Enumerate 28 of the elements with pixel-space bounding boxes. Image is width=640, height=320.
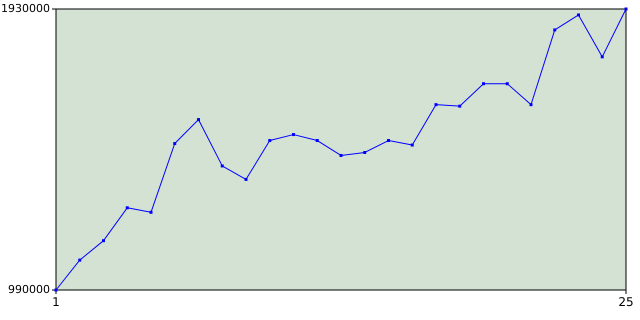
x-tick-label: 1 <box>52 295 60 309</box>
point <box>173 142 176 146</box>
x-tick-label: 25 <box>618 295 634 309</box>
point <box>244 178 248 181</box>
point <box>150 210 152 214</box>
point <box>292 133 295 136</box>
point <box>530 103 532 106</box>
point <box>506 82 509 86</box>
point <box>387 139 390 142</box>
point <box>434 103 438 106</box>
point <box>577 13 580 16</box>
point <box>482 82 485 86</box>
point <box>458 104 462 108</box>
point <box>126 206 129 210</box>
point <box>600 55 604 58</box>
point <box>268 139 272 142</box>
point <box>102 239 105 242</box>
point <box>410 144 414 147</box>
point <box>316 139 319 142</box>
point <box>220 164 224 168</box>
y-tick-label: 1930000 <box>1 2 50 16</box>
point <box>78 258 82 262</box>
point <box>363 150 366 154</box>
point <box>340 154 342 157</box>
line-series <box>54 8 628 292</box>
point <box>197 118 200 122</box>
point <box>553 28 556 32</box>
y-tick-label: 990000 <box>8 283 50 296</box>
